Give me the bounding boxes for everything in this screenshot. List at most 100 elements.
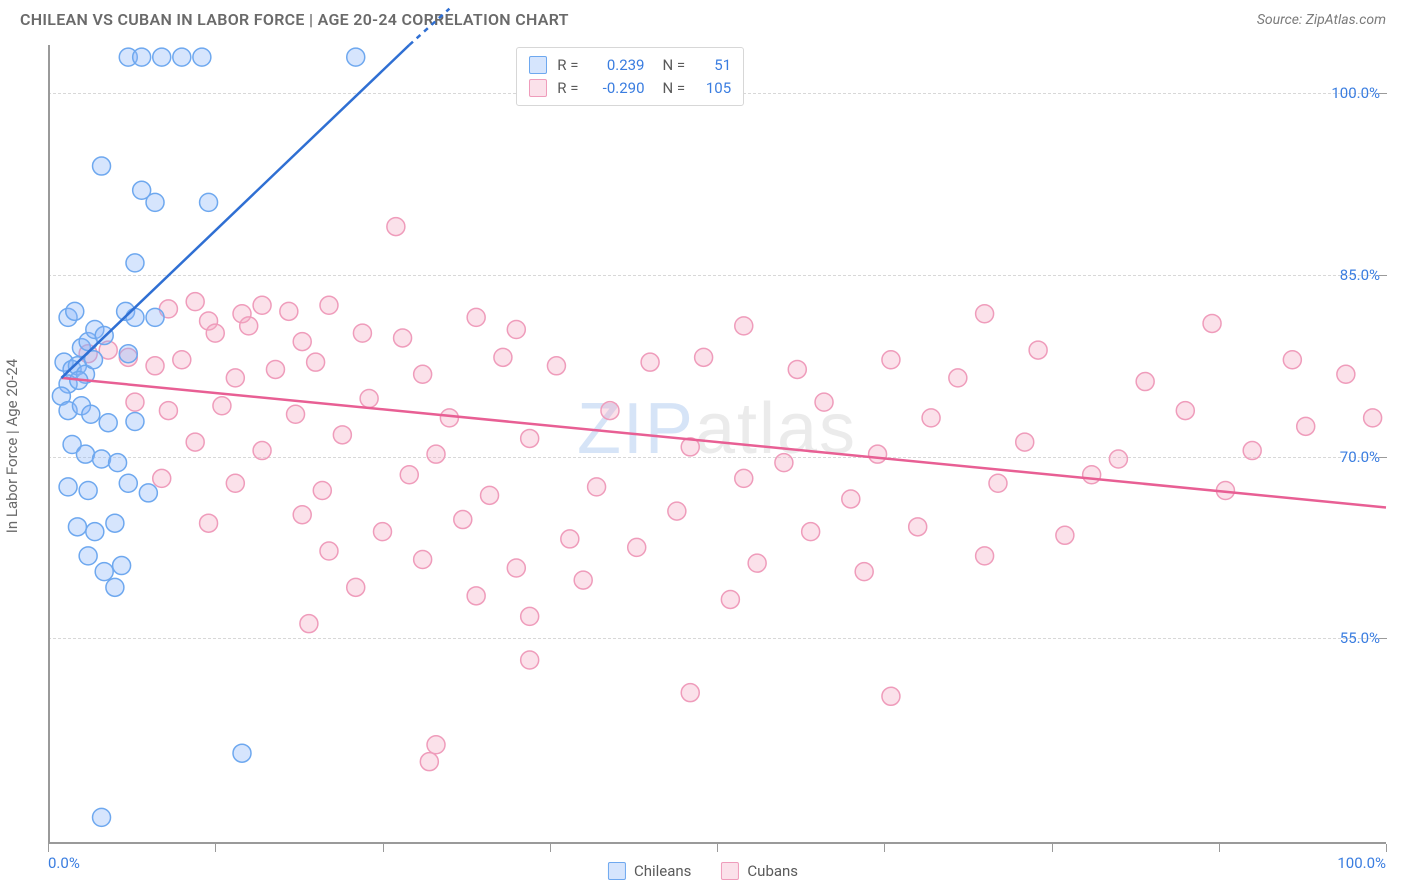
- data-point: [280, 302, 298, 320]
- data-point: [949, 369, 967, 387]
- data-point: [1243, 442, 1261, 460]
- data-point: [1029, 341, 1047, 359]
- data-point: [82, 405, 100, 423]
- data-point: [668, 502, 686, 520]
- data-point: [1083, 466, 1101, 484]
- data-point: [293, 333, 311, 351]
- data-point: [1283, 351, 1301, 369]
- data-point: [159, 402, 177, 420]
- data-point: [882, 351, 900, 369]
- data-point: [253, 442, 271, 460]
- data-point: [521, 429, 539, 447]
- data-point: [146, 193, 164, 211]
- data-point: [106, 578, 124, 596]
- data-point: [735, 317, 753, 335]
- data-point: [126, 308, 144, 326]
- data-point: [193, 48, 211, 66]
- stats-swatch: [529, 79, 547, 97]
- data-point: [628, 538, 646, 556]
- n-value: 105: [695, 77, 731, 100]
- r-value: 0.239: [589, 54, 645, 77]
- data-point: [113, 557, 131, 575]
- data-point: [79, 547, 97, 565]
- data-point: [200, 193, 218, 211]
- data-point: [126, 412, 144, 430]
- data-point: [601, 402, 619, 420]
- data-point: [574, 571, 592, 589]
- data-point: [320, 296, 338, 314]
- legend-label: Cubans: [747, 862, 798, 880]
- data-point: [394, 329, 412, 347]
- data-point: [68, 518, 86, 536]
- data-point: [1337, 365, 1355, 383]
- data-point: [106, 514, 124, 532]
- data-point: [119, 474, 137, 492]
- x-min-label: 0.0%: [48, 854, 80, 872]
- data-point: [481, 486, 499, 504]
- data-point: [133, 48, 151, 66]
- data-point: [307, 353, 325, 371]
- data-point: [119, 345, 137, 363]
- data-point: [173, 351, 191, 369]
- data-point: [427, 445, 445, 463]
- data-point: [146, 357, 164, 375]
- data-point: [735, 469, 753, 487]
- data-point: [374, 523, 392, 541]
- r-value: -0.290: [589, 77, 645, 100]
- plot-region: ZIPatlas 55.0%70.0%85.0%100.0% 0.0% 100.…: [48, 45, 1386, 844]
- stats-swatch: [529, 56, 547, 74]
- data-point: [93, 808, 111, 826]
- data-point: [494, 348, 512, 366]
- data-point: [420, 753, 438, 771]
- data-point: [59, 478, 77, 496]
- data-point: [186, 293, 204, 311]
- data-point: [387, 218, 405, 236]
- data-point: [153, 48, 171, 66]
- data-point: [788, 360, 806, 378]
- y-axis-label: In Labor Force | Age 20-24: [3, 359, 21, 533]
- y-tick-label: 55.0%: [1340, 629, 1380, 647]
- data-point: [721, 590, 739, 608]
- x-tick: [717, 844, 718, 852]
- data-point: [1297, 417, 1315, 435]
- data-point: [1136, 373, 1154, 391]
- data-point: [547, 357, 565, 375]
- legend-swatch: [721, 862, 739, 880]
- data-point: [293, 506, 311, 524]
- right-tick: [1379, 275, 1387, 276]
- y-tick-label: 85.0%: [1340, 266, 1380, 284]
- data-point: [347, 578, 365, 596]
- data-point: [869, 445, 887, 463]
- data-point: [842, 490, 860, 508]
- legend-item: Chileans: [608, 862, 691, 880]
- y-tick-label: 70.0%: [1340, 448, 1380, 466]
- data-point: [233, 744, 251, 762]
- data-point: [454, 511, 472, 529]
- x-tick: [215, 844, 216, 852]
- legend-swatch: [608, 862, 626, 880]
- data-point: [226, 369, 244, 387]
- data-point: [976, 547, 994, 565]
- x-tick: [550, 844, 551, 852]
- data-point: [333, 426, 351, 444]
- data-point: [213, 397, 231, 415]
- data-point: [815, 393, 833, 411]
- data-point: [266, 360, 284, 378]
- x-tick: [1052, 844, 1053, 852]
- data-point: [99, 414, 117, 432]
- chart-title: CHILEAN VS CUBAN IN LABOR FORCE | AGE 20…: [20, 10, 569, 29]
- data-point: [76, 445, 94, 463]
- stats-box: R =0.239N =51R =-0.290N =105: [516, 47, 744, 106]
- chart-area: ZIPatlas 55.0%70.0%85.0%100.0% 0.0% 100.…: [48, 45, 1386, 844]
- data-point: [467, 587, 485, 605]
- data-point: [748, 554, 766, 572]
- data-point: [467, 308, 485, 326]
- x-tick: [884, 844, 885, 852]
- data-point: [507, 320, 525, 338]
- data-point: [1056, 526, 1074, 544]
- data-point: [146, 308, 164, 326]
- data-point: [1109, 450, 1127, 468]
- data-point: [173, 48, 191, 66]
- data-point: [95, 563, 113, 581]
- data-point: [427, 736, 445, 754]
